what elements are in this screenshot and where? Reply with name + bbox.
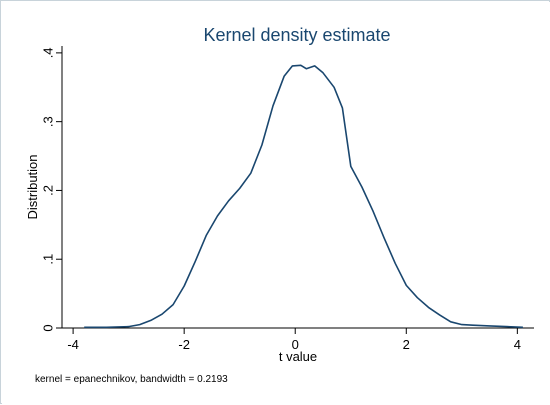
- x-tick-label: -4: [67, 337, 79, 352]
- y-ticks: 0 .1 .2 .3 .4: [41, 47, 62, 332]
- plot-region: [62, 46, 534, 328]
- y-tick-label: .3: [41, 116, 56, 127]
- y-tick-label: .4: [41, 47, 56, 58]
- kernel-note: kernel = epanechnikov, bandwidth = 0.219…: [35, 374, 228, 385]
- x-ticks: -4 -2 0 2 4: [67, 328, 521, 352]
- x-tick-label: -2: [178, 337, 190, 352]
- y-tick-label: .2: [41, 185, 56, 196]
- x-tick-label: 0: [292, 337, 299, 352]
- y-axis-label: Distribution: [25, 154, 40, 219]
- y-tick-label: .1: [41, 254, 56, 265]
- chart-title: Kernel density estimate: [203, 25, 390, 45]
- x-tick-label: 4: [514, 337, 521, 352]
- x-tick-label: 2: [403, 337, 410, 352]
- density-line: [84, 64, 523, 329]
- x-axis-label: t value: [279, 349, 317, 364]
- y-tick-label: 0: [41, 324, 56, 331]
